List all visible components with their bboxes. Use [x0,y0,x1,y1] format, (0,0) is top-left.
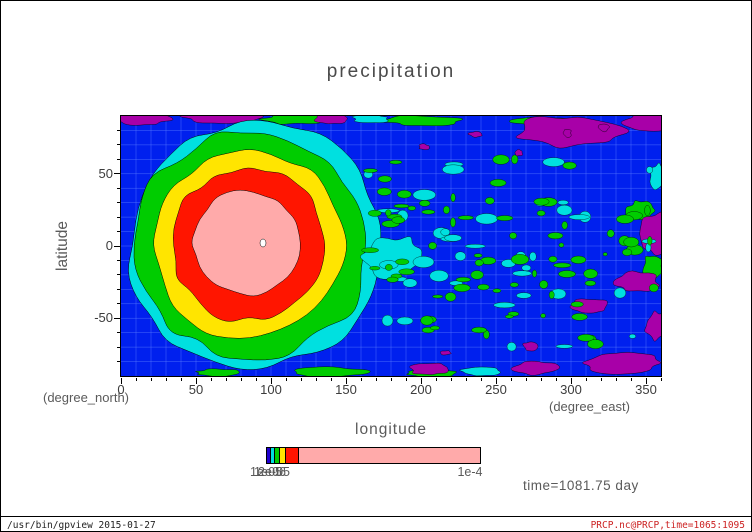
colorbar-segment [284,448,299,463]
magenta-low-patches [121,116,661,376]
footer-dataset-text: PRCP.nc@PRCP,time=1065:1095 [590,520,745,531]
y-tick [117,129,120,131]
x-tick [150,378,152,381]
x-tick [420,378,422,384]
x-tick [435,378,437,381]
x-tick [615,378,617,381]
colorbar-left-label: 1e-05 [250,465,282,479]
x-tick-label: 150 [335,382,357,397]
x-tick [465,378,467,381]
y-tick-label: 50 [98,165,113,181]
y-tick-label: 0 [105,238,113,253]
x-tick [240,378,242,381]
x-tick [345,378,347,384]
y-tick [117,216,120,218]
footer-divider [1,516,751,517]
plot-title: precipitation [326,61,456,82]
x-tick-label: 0 [117,382,125,397]
x-tick [630,378,632,381]
x-tick [405,378,407,381]
x-tick [645,378,647,384]
colorbar [266,447,481,464]
x-tick [450,378,452,381]
x-tick [330,378,332,381]
colorbar-left-label: 2e-05 [258,465,290,479]
main-precip-maximum [128,119,382,370]
y-tick [117,346,120,348]
x-tick [585,378,587,381]
y-tick [117,361,120,363]
y-axis-unit-label: (degree_north) [43,390,129,405]
x-tick [390,378,392,381]
x-tick [255,378,257,381]
y-tick [117,187,120,189]
y-tick [117,158,120,160]
colorbar-left-label: 1e-06 [254,465,286,479]
x-tick-label: 50 [188,382,204,397]
contour-map [121,116,661,376]
x-tick [570,378,572,384]
x-tick [315,378,317,381]
x-tick [210,378,212,381]
y-tick [117,231,120,233]
colorbar-segment [273,448,279,463]
y-tick [117,259,120,261]
footer-command-text: /usr/bin/gpview 2015-01-27 [7,520,156,531]
x-tick [165,378,167,381]
x-tick [195,378,197,384]
x-tick-label: 100 [260,382,282,397]
y-tick [114,245,120,247]
y-tick [114,317,120,319]
y-tick-label: -50 [94,310,113,326]
x-tick [225,378,227,381]
colorbar-left-labels: 1e-05 1e-06 2e-05 [250,465,310,479]
x-tick-label: 350 [635,382,657,397]
y-tick [117,288,120,290]
x-axis-unit-label: (degree_east) [549,399,630,414]
colorbar-segment [278,448,285,463]
y-tick [117,274,120,276]
x-tick [180,378,182,381]
x-tick [660,378,662,381]
y-tick [117,303,120,305]
colorbar-segment [267,448,270,463]
x-tick-label: 300 [560,382,582,397]
green-speckles [361,154,659,349]
x-tick [120,378,122,384]
x-tick [300,378,302,381]
x-tick-label: 250 [485,382,507,397]
plot-area [120,115,662,377]
y-tick [114,173,120,175]
x-tick [375,378,377,381]
time-annotation: time=1081.75 day [523,478,639,493]
x-tick [360,378,362,381]
x-tick [270,378,272,384]
colorbar-segment [298,448,480,463]
x-tick [540,378,542,381]
x-tick [480,378,482,381]
y-tick [117,332,120,334]
x-tick-label: 200 [410,382,432,397]
x-tick [525,378,527,381]
x-tick [510,378,512,381]
colorbar-right-label: 1e-4 [457,465,483,479]
peak-white-dot [259,238,267,248]
y-tick [117,144,120,146]
x-tick [555,378,557,381]
y-tick [117,202,120,204]
contour-pink [191,189,301,297]
x-tick [135,378,137,381]
x-tick [285,378,287,381]
x-tick [495,378,497,384]
x-tick [600,378,602,381]
x-axis-label: longitude [355,421,427,438]
y-axis-label: latitude [54,221,71,271]
colorbar-segment [269,448,274,463]
